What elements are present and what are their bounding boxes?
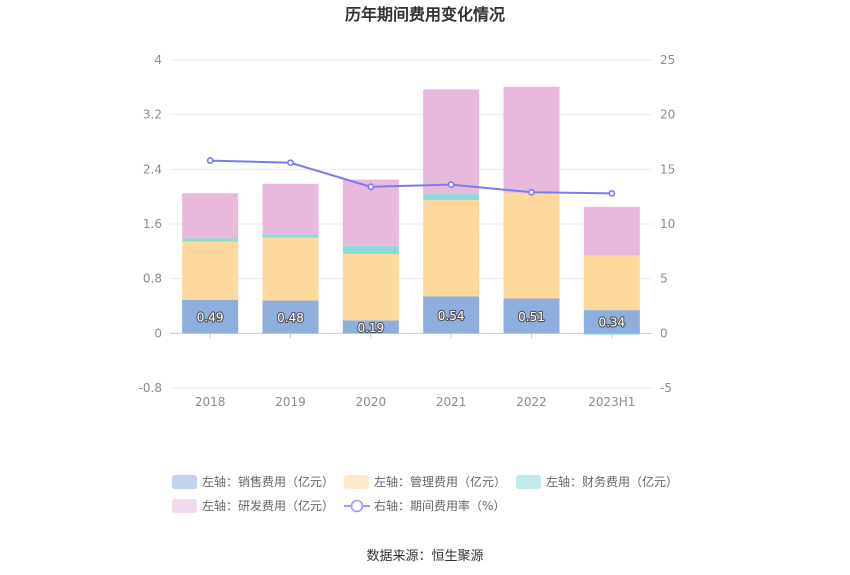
left-tick-label: 4: [154, 53, 162, 67]
bar-segment: [583, 255, 640, 311]
bar-segment: [342, 245, 399, 255]
bar-segment: [262, 183, 319, 235]
x-tick-label: 2018: [195, 395, 226, 409]
left-axis: -0.8 0 0.8 1.6 2.4 3.2 4: [139, 53, 162, 395]
line-point: [608, 189, 616, 197]
right-tick-label: 15: [660, 162, 675, 176]
right-tick-label: 25: [660, 53, 675, 67]
right-axis: -5 0 5 10 15 20 25: [660, 53, 675, 395]
bar-segment: [262, 234, 319, 238]
right-tick-label: -5: [660, 381, 672, 395]
right-tick-label: 20: [660, 108, 675, 122]
legend-swatch: [172, 475, 197, 489]
bar-data-label: 0.48: [277, 311, 304, 325]
bar-segment: [583, 206, 640, 256]
bar-data-label: 0.49: [197, 311, 224, 325]
left-tick-label: -0.8: [139, 381, 162, 395]
legend-swatch: [350, 499, 364, 513]
bar-segment: [503, 192, 560, 299]
bar-segment: [182, 193, 239, 239]
bar-segment: [342, 254, 399, 321]
x-tick-label: 2023H1: [588, 395, 635, 409]
rate-line: [206, 157, 616, 197]
left-tick-label: 2.4: [143, 162, 162, 176]
bar-segment: [503, 86, 560, 193]
bar-segment: [262, 237, 319, 301]
legend-swatch: [516, 475, 541, 489]
legend: 左轴：销售费用（亿元） 左轴：管理费用（亿元） 左轴：财务费用（亿元） 左轴：研发费用…: [172, 474, 678, 513]
x-tick-label: 2020: [356, 395, 387, 409]
bar-segment: [342, 320, 399, 334]
grid: [170, 59, 652, 389]
x-tick-label: 2022: [516, 395, 547, 409]
legend-item[interactable]: 左轴：财务费用（亿元）: [516, 474, 678, 489]
legend-label: 左轴：管理费用（亿元）: [374, 474, 506, 489]
x-tick-label: 2021: [436, 395, 467, 409]
bar-data-label: 0.34: [598, 316, 625, 330]
legend-swatch: [344, 475, 369, 489]
right-tick-label: 0: [660, 326, 668, 340]
bar-segment: [342, 179, 399, 246]
legend-swatch: [172, 499, 197, 513]
left-tick-label: 0: [154, 326, 162, 340]
bar-segment: [583, 333, 640, 335]
bar-segment: [423, 200, 480, 297]
line-series: [210, 159, 612, 195]
bar-segment: [423, 89, 480, 194]
bars: [182, 86, 640, 335]
bar-segment: [182, 299, 239, 334]
bar-segment: [583, 310, 640, 334]
legend-item[interactable]: 左轴：销售费用（亿元）: [172, 474, 334, 489]
line-point: [447, 181, 455, 189]
data-labels: 0.49 0.48 0.19 0.54 0.51 0.34: [196, 308, 627, 336]
x-tick-label: 2019: [275, 395, 306, 409]
bar-segment: [262, 300, 319, 334]
legend-item[interactable]: 右轴：期间费用率（%）: [344, 498, 505, 513]
line-point: [528, 188, 535, 196]
x-axis: 2018 2019 2020 2021 2022 2023H1: [195, 333, 635, 409]
bar-segment: [182, 238, 239, 242]
bar-segment: [503, 298, 560, 334]
left-tick-label: 3.2: [143, 108, 162, 122]
left-tick-label: 0.8: [143, 272, 162, 286]
legend-label: 左轴：财务费用（亿元）: [546, 474, 678, 489]
legend-label: 左轴：研发费用（亿元）: [202, 498, 334, 513]
line-point: [287, 159, 294, 167]
bar-data-label: 0.54: [438, 309, 465, 323]
bar-segment: [423, 296, 480, 334]
right-tick-label: 10: [660, 217, 675, 231]
line-point: [206, 157, 214, 164]
bar-segment: [423, 193, 480, 201]
right-tick-label: 5: [660, 272, 668, 286]
legend-item[interactable]: 左轴：研发费用（亿元）: [172, 498, 334, 513]
bar-data-label: 0.51: [518, 310, 545, 324]
legend-item[interactable]: 左轴：管理费用（亿元）: [344, 474, 506, 489]
line-point: [367, 183, 375, 191]
chart-title: 历年期间费用变化情况: [345, 5, 505, 24]
source-note: 数据来源：恒生聚源: [366, 549, 483, 564]
legend-label: 左轴：销售费用（亿元）: [202, 474, 334, 489]
bar-segment: [182, 241, 239, 300]
bar-data-label: 0.19: [357, 321, 384, 335]
left-tick-label: 1.6: [143, 217, 162, 231]
legend-label: 右轴：期间费用率（%）: [374, 498, 505, 513]
